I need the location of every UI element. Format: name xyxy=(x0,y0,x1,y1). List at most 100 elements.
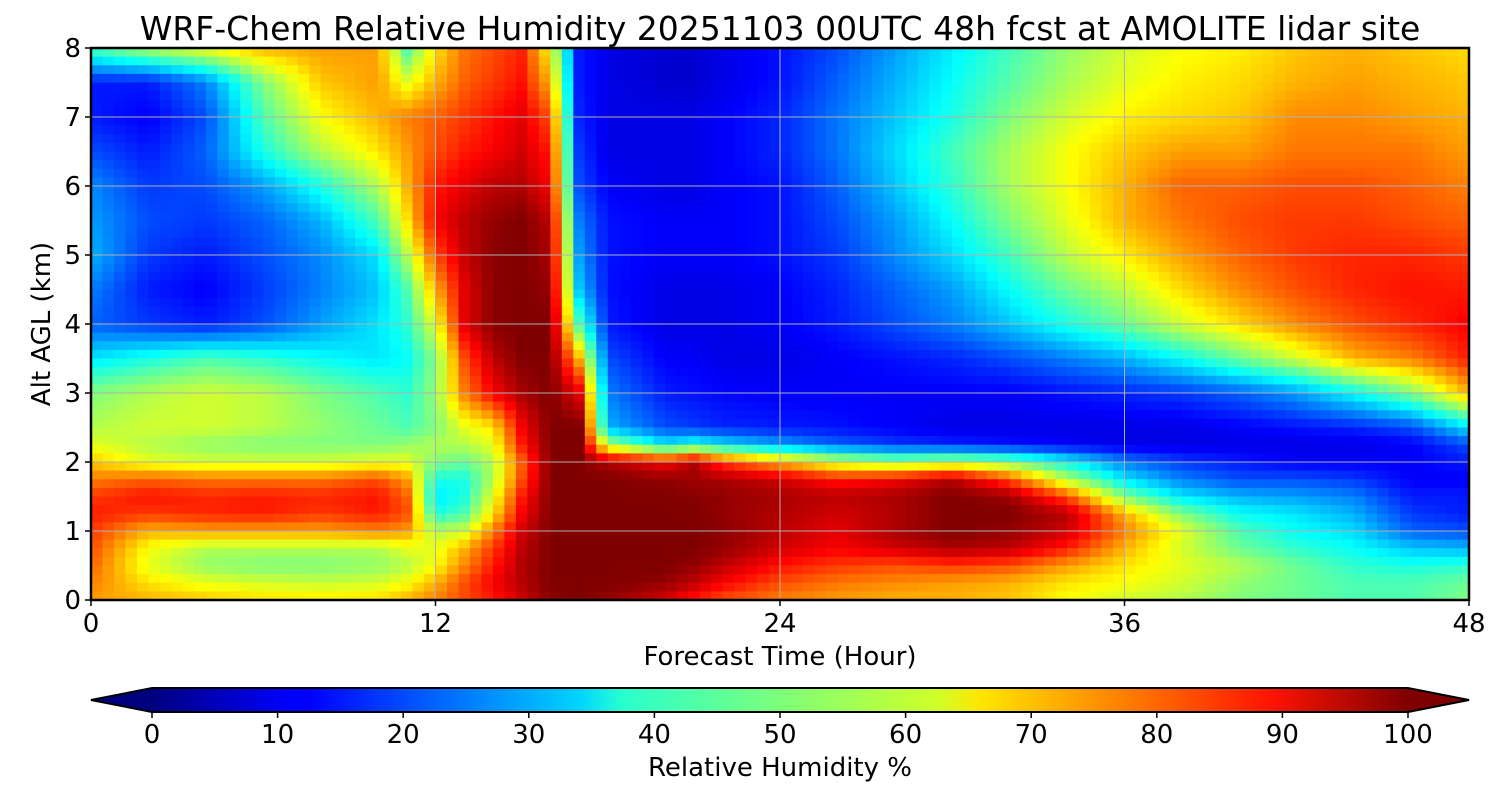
heatmap-cell xyxy=(1204,186,1217,196)
heatmap-cell xyxy=(1078,125,1091,135)
heatmap-cell xyxy=(952,151,965,161)
heatmap-cell xyxy=(1365,211,1378,222)
heatmap-cell xyxy=(1032,73,1045,84)
heatmap-cell xyxy=(1044,263,1057,273)
heatmap-cell xyxy=(515,56,528,66)
heatmap-cell xyxy=(1354,367,1367,377)
heatmap-cell xyxy=(940,332,953,342)
heatmap-cell xyxy=(1170,324,1183,334)
heatmap-cell xyxy=(860,177,873,187)
heatmap-cell xyxy=(653,142,666,153)
heatmap-cell xyxy=(561,177,574,187)
heatmap-cell xyxy=(860,280,873,291)
heatmap-cell xyxy=(802,358,816,368)
heatmap-cell xyxy=(205,324,218,334)
heatmap-cell xyxy=(1147,358,1160,368)
heatmap-cell xyxy=(642,401,655,411)
heatmap-cell xyxy=(320,194,333,204)
heatmap-cell xyxy=(1319,151,1332,161)
heatmap-cell xyxy=(814,168,827,178)
heatmap-cell xyxy=(332,255,345,265)
heatmap-cell xyxy=(378,332,391,342)
heatmap-cell xyxy=(113,349,127,360)
heatmap-cell xyxy=(642,332,655,342)
heatmap-cell xyxy=(159,393,172,403)
heatmap-cell xyxy=(825,82,839,92)
heatmap-cell xyxy=(504,142,517,153)
heatmap-cell xyxy=(263,194,276,204)
heatmap-cell xyxy=(1411,117,1424,127)
heatmap-cell xyxy=(1434,117,1447,127)
heatmap-cell xyxy=(1170,134,1183,144)
heatmap-cell xyxy=(1021,73,1034,84)
heatmap-cell xyxy=(607,117,620,127)
heatmap-cell xyxy=(1009,384,1022,394)
heatmap-cell xyxy=(435,211,448,222)
heatmap-cell xyxy=(607,73,620,84)
heatmap-cell xyxy=(1342,255,1355,265)
heatmap-cell xyxy=(1032,324,1045,334)
heatmap-cell xyxy=(1216,298,1229,308)
heatmap-cell xyxy=(1411,280,1424,291)
heatmap-cell xyxy=(768,65,781,75)
heatmap-cell xyxy=(297,142,310,153)
heatmap-cell xyxy=(848,151,861,161)
heatmap-cell xyxy=(1044,220,1057,230)
heatmap-cell xyxy=(469,298,483,308)
heatmap-cell xyxy=(1032,289,1045,299)
heatmap-cell xyxy=(527,375,540,385)
heatmap-cell xyxy=(148,194,161,204)
heatmap-cell xyxy=(699,73,712,84)
heatmap-cell xyxy=(1377,65,1390,75)
heatmap-cell xyxy=(492,117,505,127)
heatmap-cell xyxy=(906,324,919,334)
heatmap-cell xyxy=(1262,56,1275,66)
heatmap-cell xyxy=(1262,393,1275,403)
heatmap-cell xyxy=(1227,358,1240,368)
heatmap-cell xyxy=(711,384,724,394)
heatmap-cell xyxy=(780,151,793,161)
heatmap-cell xyxy=(1354,177,1367,187)
heatmap-cell xyxy=(1285,99,1298,109)
heatmap-cell xyxy=(986,177,999,187)
heatmap-cell xyxy=(837,125,850,135)
heatmap-cell xyxy=(1446,151,1459,161)
heatmap-cell xyxy=(1147,91,1160,101)
heatmap-cell xyxy=(963,229,976,239)
heatmap-cell xyxy=(378,393,391,403)
heatmap-cell xyxy=(389,237,402,247)
heatmap-cell xyxy=(975,160,988,170)
heatmap-cell xyxy=(481,108,494,118)
heatmap-cell xyxy=(1055,125,1068,135)
heatmap-cell xyxy=(1411,203,1424,213)
heatmap-cell xyxy=(182,289,195,299)
heatmap-cell xyxy=(653,65,666,75)
heatmap-cell xyxy=(332,160,345,170)
heatmap-cell xyxy=(998,82,1011,92)
heatmap-cell xyxy=(125,65,138,75)
heatmap-cell xyxy=(205,375,218,385)
heatmap-cell xyxy=(860,65,873,75)
heatmap-cell xyxy=(1308,160,1321,170)
heatmap-cell xyxy=(860,315,873,325)
heatmap-cell xyxy=(1250,65,1263,75)
heatmap-cell xyxy=(665,401,678,411)
heatmap-cell xyxy=(1446,324,1459,334)
heatmap-cell xyxy=(159,203,172,213)
heatmap-cell xyxy=(217,272,230,282)
heatmap-cell xyxy=(940,168,953,178)
heatmap-cell xyxy=(297,203,310,213)
heatmap-cell xyxy=(1296,177,1309,187)
heatmap-cell xyxy=(734,289,747,299)
heatmap-cell xyxy=(194,401,207,411)
heatmap-cell xyxy=(1181,306,1194,316)
heatmap-cell xyxy=(1101,117,1114,127)
heatmap-cell xyxy=(389,315,402,325)
heatmap-cell xyxy=(780,246,793,256)
heatmap-cell xyxy=(1285,358,1298,368)
heatmap-cell xyxy=(102,160,115,170)
heatmap-cell xyxy=(1055,142,1068,153)
heatmap-cell xyxy=(1113,203,1126,213)
heatmap-cell xyxy=(446,349,460,360)
heatmap-cell xyxy=(1044,108,1057,118)
